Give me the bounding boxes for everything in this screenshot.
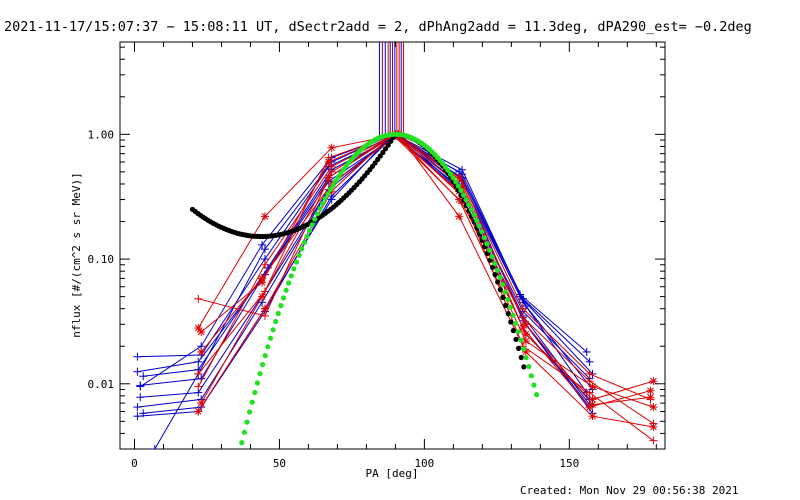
fit-curves bbox=[189, 131, 540, 446]
series-17-point-2 bbox=[324, 153, 333, 162]
series-8-point-1 bbox=[194, 357, 203, 366]
vertical-lines bbox=[378, 42, 405, 141]
series-14-point-6 bbox=[588, 395, 597, 404]
series-16-line bbox=[200, 133, 651, 406]
series-14-point-0 bbox=[197, 328, 206, 337]
y-tick-label: 1.00 bbox=[88, 128, 115, 141]
series-14-point-5 bbox=[521, 330, 530, 339]
series-12-line bbox=[197, 133, 654, 428]
series-11-point-0 bbox=[197, 399, 206, 408]
series-15-point-2 bbox=[327, 162, 336, 171]
series-6-point-0 bbox=[150, 445, 159, 449]
series-5-point-0 bbox=[133, 352, 142, 361]
series-16-point-6 bbox=[588, 400, 597, 409]
series-15-point-6 bbox=[585, 388, 594, 397]
series-9-point-7 bbox=[582, 347, 591, 356]
series-15-point-0 bbox=[194, 382, 203, 391]
series-6-point-2 bbox=[260, 245, 269, 254]
series-13-point-1 bbox=[260, 311, 269, 320]
series-13-point-6 bbox=[585, 369, 594, 378]
y-tick-label: 0.01 bbox=[88, 378, 115, 391]
y-axis-label: nflux [#/(cm^2 s sr MeV)] bbox=[70, 172, 83, 338]
fit-curve-green bbox=[239, 131, 540, 446]
x-tick-label: 100 bbox=[414, 457, 434, 470]
series-8-point-0 bbox=[133, 367, 142, 376]
series-16-point-0 bbox=[197, 347, 206, 356]
x-tick-label: 0 bbox=[131, 457, 138, 470]
x-tick-label: 50 bbox=[273, 457, 286, 470]
series-14-point-7 bbox=[649, 377, 658, 386]
creation-timestamp: Created: Mon Nov 29 00:56:38 2021 bbox=[520, 484, 739, 497]
series-0-point-0 bbox=[133, 412, 142, 421]
series-13-point-5 bbox=[518, 304, 527, 313]
series-16-point-1 bbox=[258, 274, 267, 283]
series-15-point-1 bbox=[260, 260, 269, 269]
series-17-point-6 bbox=[585, 377, 594, 386]
series-15-point-7 bbox=[649, 436, 658, 445]
series-15-line bbox=[197, 133, 654, 442]
series-11-point-1 bbox=[258, 292, 267, 301]
y-tick-label: 0.10 bbox=[88, 253, 115, 266]
series-12-point-5 bbox=[521, 347, 530, 356]
x-axis-label: PA [deg] bbox=[366, 467, 419, 480]
series-10-line bbox=[197, 133, 654, 412]
series-17-point-5 bbox=[518, 313, 527, 322]
series-12-point-6 bbox=[588, 412, 597, 421]
series-9-point-0 bbox=[139, 409, 148, 418]
series-layer bbox=[133, 130, 658, 449]
series-2-point-0 bbox=[136, 393, 145, 402]
series-12-point-1 bbox=[260, 212, 269, 221]
series-16-point-7 bbox=[646, 393, 655, 402]
series-17-point-0 bbox=[194, 369, 203, 378]
axes: 0 50 100 150 0.01 0.10 1.00 bbox=[88, 42, 665, 470]
series-9-point-6 bbox=[516, 290, 525, 299]
series-10-point-7 bbox=[649, 403, 658, 412]
series-1-point-0 bbox=[133, 403, 142, 412]
series-7-point-2 bbox=[258, 240, 267, 249]
series-12-point-4 bbox=[455, 212, 464, 221]
series-17-line bbox=[197, 133, 654, 424]
series-16-point-4 bbox=[455, 173, 464, 182]
x-tick-label: 150 bbox=[559, 457, 579, 470]
series-17-point-1 bbox=[260, 287, 269, 296]
series-4-point-0 bbox=[139, 372, 148, 381]
series-11-line bbox=[200, 133, 651, 408]
series-13-point-0 bbox=[194, 294, 203, 303]
chart-title: 2021-11-17/15:07:37 − 15:08:11 UT, dSect… bbox=[4, 19, 752, 35]
series-13-line bbox=[198, 133, 651, 400]
series-6-point-7 bbox=[585, 357, 594, 366]
series-9-point-5 bbox=[458, 165, 467, 174]
series-10-point-0 bbox=[194, 407, 203, 416]
series-12-point-0 bbox=[194, 324, 203, 333]
series-12-point-2 bbox=[327, 143, 336, 152]
series-17-point-7 bbox=[649, 419, 658, 428]
series-7-point-0 bbox=[136, 382, 145, 391]
